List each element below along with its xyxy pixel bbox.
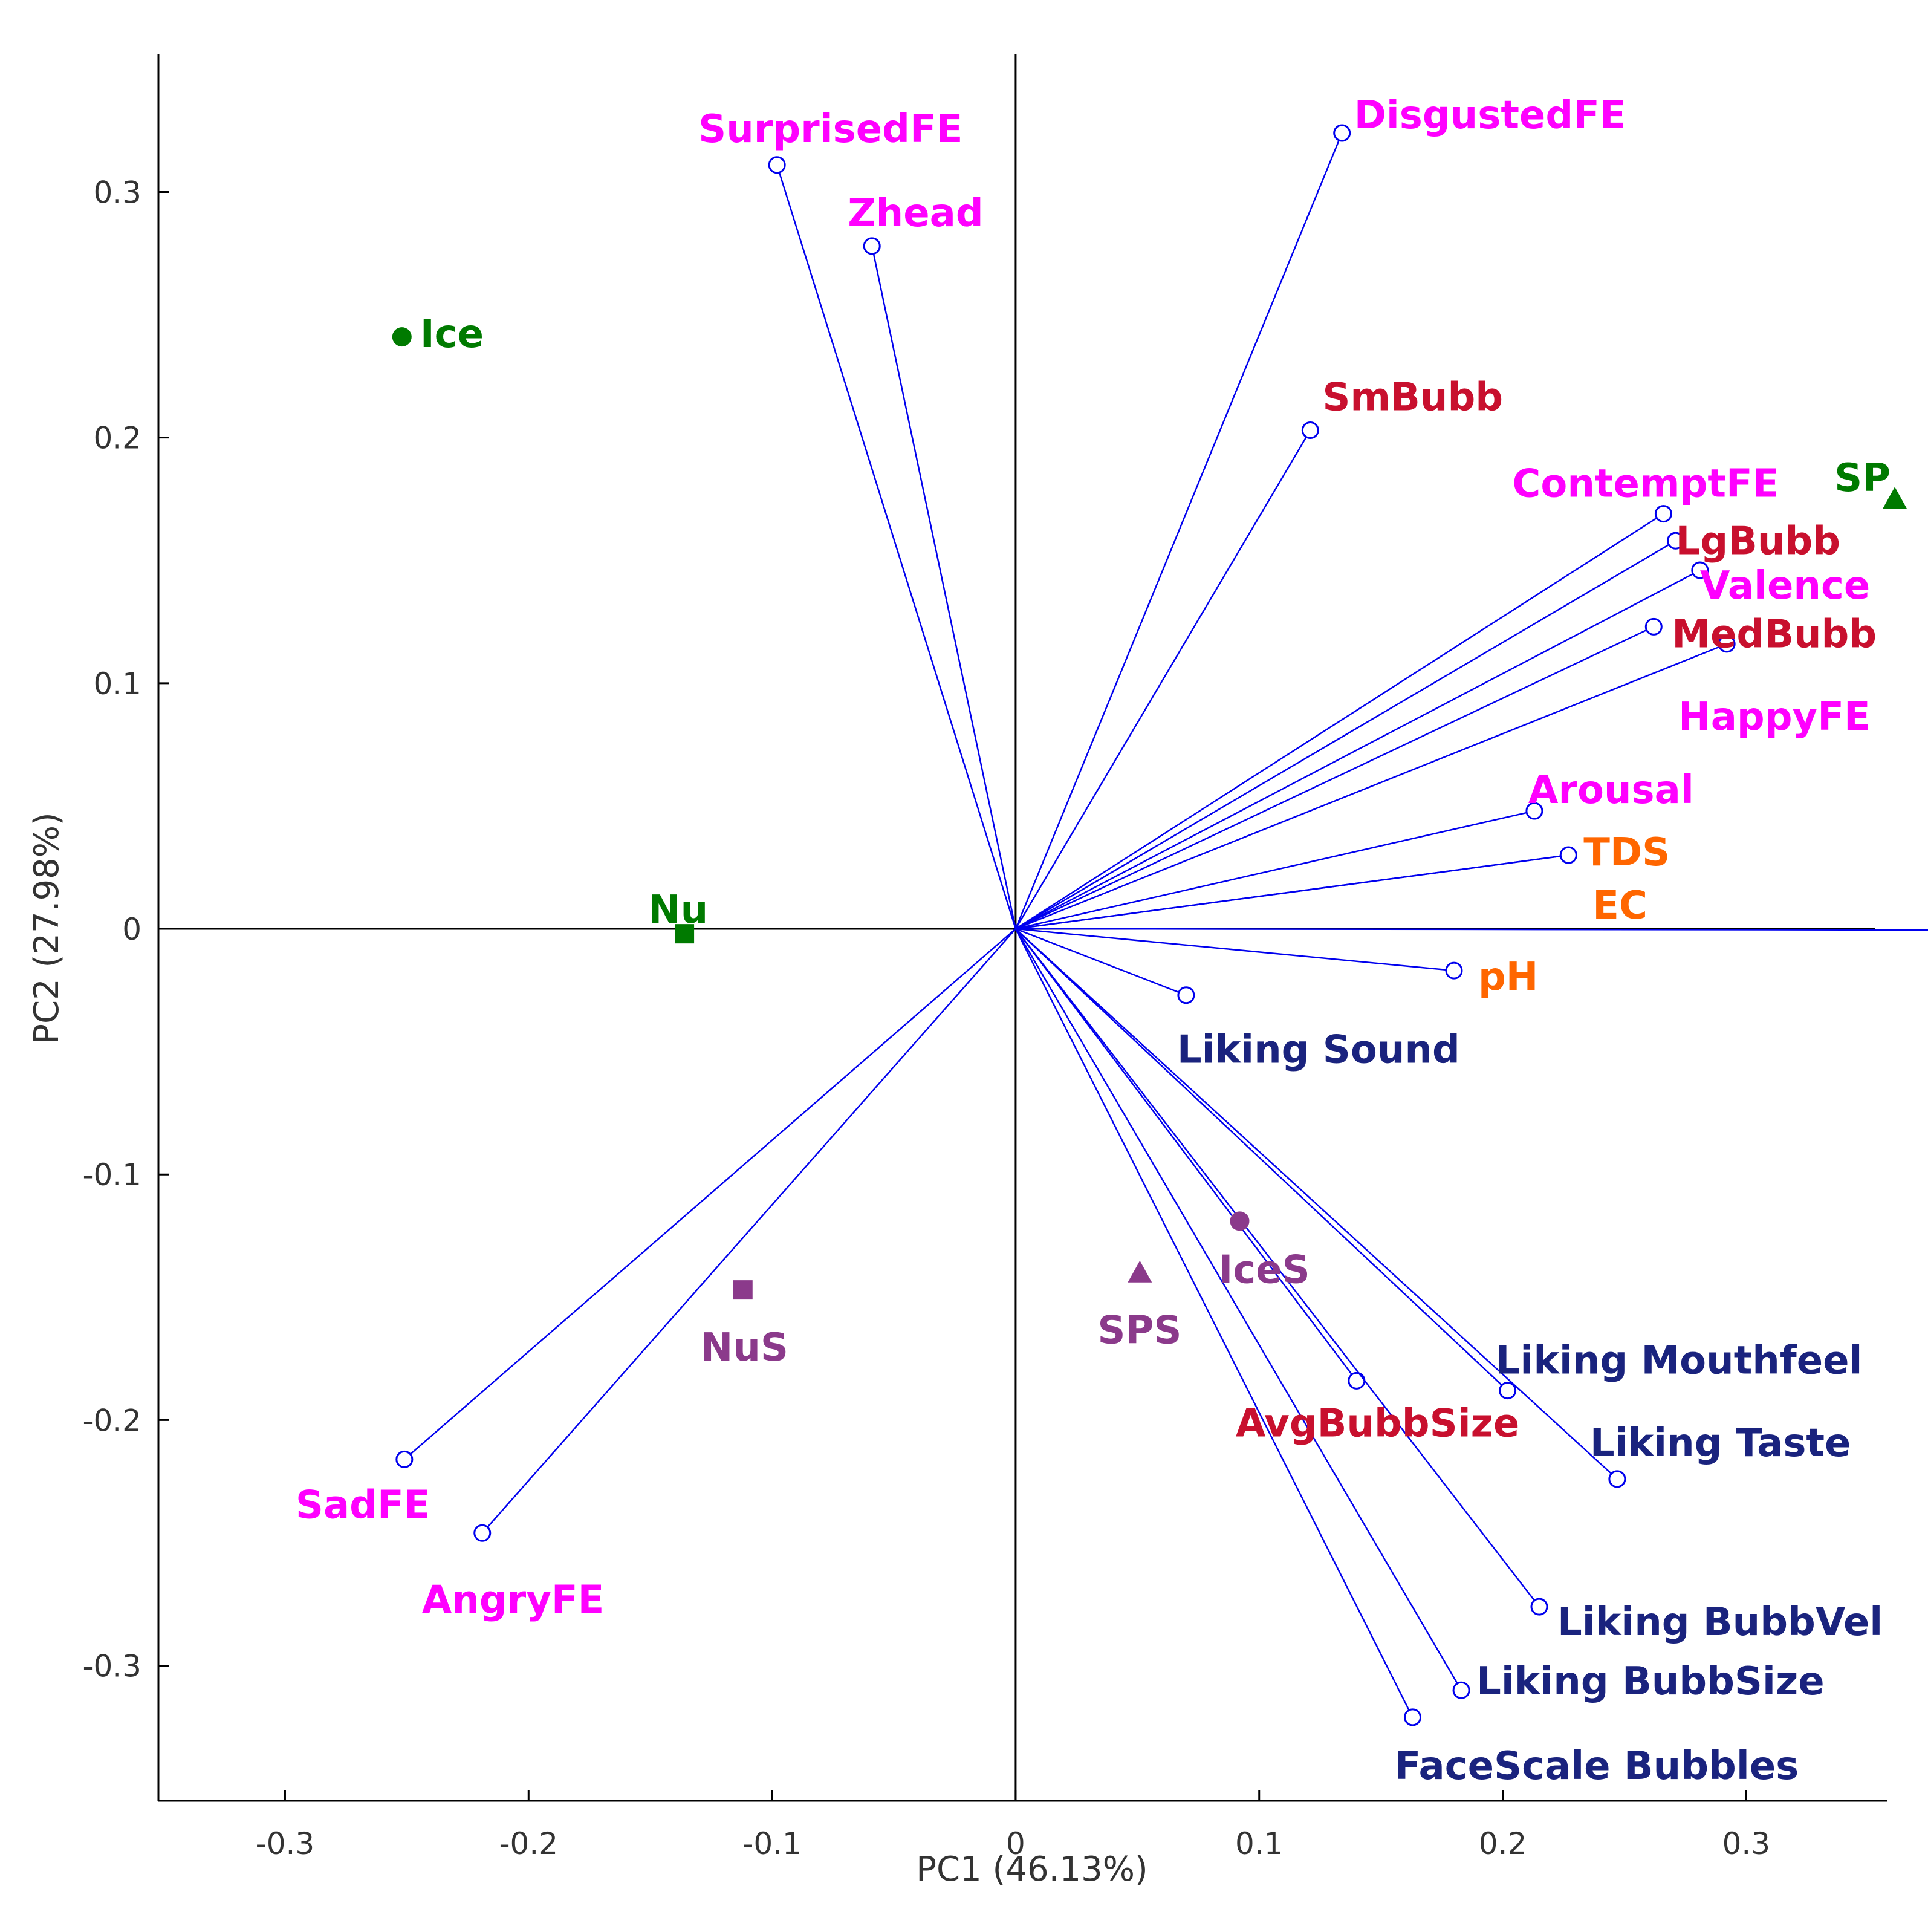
vector-ec xyxy=(1015,854,1569,930)
label-liking-taste: Liking Taste xyxy=(1590,1421,1851,1466)
vector-arousal xyxy=(1015,810,1535,930)
loading-point-ec xyxy=(1559,846,1577,864)
vector-contemptfe xyxy=(1015,513,1664,930)
y-axis-label: PC2 (27.98%) xyxy=(27,812,67,1044)
label-avgbubbsize: AvgBubbSize xyxy=(1236,1401,1519,1446)
loading-point-arousal xyxy=(1525,802,1543,820)
vector-lgbubb xyxy=(1015,540,1676,930)
vector-smbubb xyxy=(1014,429,1311,929)
sample-marker-nu xyxy=(675,924,695,944)
loading-point-contemptfe xyxy=(1654,505,1672,523)
sample-label-sps: SPS xyxy=(1097,1309,1181,1353)
vector-ph xyxy=(1015,928,1455,972)
axes-layer: -0.3 -0.2 -0.1 0 0.1 0.2 0.3 -0.3 -0.2 -0.1 0 0.1 0.… xyxy=(82,54,1887,1861)
label-lgbubb: LgBubb xyxy=(1676,519,1841,564)
label-liking-sound: Liking Sound xyxy=(1177,1028,1460,1073)
label-contemptfe: ContemptFE xyxy=(1512,462,1779,507)
sample-label-nu: Nu xyxy=(648,888,708,932)
label-valence: Valence xyxy=(1700,564,1870,608)
loading-point-valence xyxy=(1691,561,1709,579)
x-tick-label: -0.3 xyxy=(256,1826,315,1861)
y-tick-label: 0.2 xyxy=(93,421,141,456)
loading-point-happyfe xyxy=(1718,635,1736,653)
sample-marker-nus xyxy=(733,1280,753,1300)
label-medbubb: MedBubb xyxy=(1672,612,1877,657)
y-tick-label: -0.2 xyxy=(82,1403,141,1438)
x-tick-label: 0.2 xyxy=(1479,1826,1527,1861)
vector-liking-bubbsize xyxy=(1014,928,1462,1691)
point-labels: SurprisedFE Zhead DisgustedFE SmBubbContemp… xyxy=(296,93,1891,1789)
x-tick-label: 0.1 xyxy=(1235,1826,1284,1861)
sample-marker-sp xyxy=(1883,487,1907,509)
label-smbubb: SmBubb xyxy=(1322,375,1503,420)
loading-point-medbubb xyxy=(1644,617,1663,636)
vector-zhead xyxy=(871,246,1017,929)
loading-point-liking-mouthfeel xyxy=(1499,1382,1517,1400)
loading-point-zhead xyxy=(863,237,881,255)
vector-angryfe xyxy=(481,928,1016,1534)
x-tick-label: -0.2 xyxy=(499,1826,559,1861)
vector-sadfe xyxy=(404,928,1016,1460)
loading-point-angryfe xyxy=(473,1524,492,1542)
loading-point-smbubb xyxy=(1301,421,1319,439)
loading-vectors xyxy=(395,124,1928,1726)
vector-medbubb xyxy=(1015,626,1654,930)
label-happyfe: HappyFE xyxy=(1678,695,1871,740)
label-tds: TDS xyxy=(1583,830,1670,875)
y-tick-label: 0.3 xyxy=(93,175,141,210)
x-tick-label: -0.1 xyxy=(742,1826,802,1861)
loading-point-avgbubbsize xyxy=(1348,1371,1366,1390)
loading-point-ph xyxy=(1445,961,1463,980)
vector-surprisedfe xyxy=(776,164,1017,929)
label-liking-mouthfeel: Liking Mouthfeel xyxy=(1496,1339,1863,1384)
vector-facescale-bubbles xyxy=(1014,928,1414,1718)
y-tick-label: 0.1 xyxy=(93,666,141,701)
label-ec: EC xyxy=(1592,883,1647,928)
x-tick-label: 0.3 xyxy=(1722,1826,1771,1861)
label-ph: pH xyxy=(1478,955,1538,1000)
label-angryfe: AngryFE xyxy=(422,1578,605,1622)
label-facescale-bubbles: FaceScale Bubbles xyxy=(1395,1744,1799,1789)
vector-liking-sound xyxy=(1015,928,1187,996)
vector-avgbubbsize xyxy=(1014,928,1357,1382)
sample-label-sp: SP xyxy=(1834,456,1891,501)
label-zhead: Zhead xyxy=(848,191,983,236)
vector-liking-taste xyxy=(1015,928,1618,1480)
sample-marker-ices xyxy=(1230,1211,1250,1231)
label-disgustedfe: DisgustedFE xyxy=(1354,93,1626,138)
label-liking-bubbvel: Liking BubbVel xyxy=(1557,1600,1883,1645)
loading-point-sadfe xyxy=(395,1450,414,1468)
sample-label-nus: NuS xyxy=(701,1325,788,1370)
label-surprisedfe: SurprisedFE xyxy=(698,107,962,152)
loading-point-lgbubb xyxy=(1667,532,1685,550)
vector-liking-bubbvel xyxy=(1014,928,1540,1607)
y-tick-label: 0 xyxy=(122,912,141,947)
sample-markers xyxy=(392,327,1907,1300)
loading-point-liking-taste xyxy=(1608,1470,1626,1488)
sample-label-ice: Ice xyxy=(420,312,484,357)
label-arousal: Arousal xyxy=(1528,768,1694,813)
y-tick-label: -0.1 xyxy=(82,1157,141,1192)
loading-point-surprisedfe xyxy=(768,156,786,174)
x-tick-label: 0 xyxy=(1006,1826,1025,1861)
vector-overall-liking xyxy=(1015,928,1928,931)
loading-point-liking-sound xyxy=(1177,986,1195,1004)
vector-liking-mouthfeel xyxy=(1015,928,1508,1391)
vector-happyfe xyxy=(1015,643,1727,930)
loading-point-facescale-bubbles xyxy=(1404,1708,1422,1726)
sample-marker-sps xyxy=(1128,1260,1152,1283)
label-sadfe: SadFE xyxy=(296,1483,430,1527)
label-liking-bubbsize: Liking BubbSize xyxy=(1476,1659,1825,1704)
sample-label-ices: IceS xyxy=(1219,1247,1310,1292)
vector-valence xyxy=(1015,569,1701,930)
loading-point-disgustedfe xyxy=(1333,124,1351,142)
sample-marker-ice xyxy=(392,327,412,347)
loading-point-liking-bubbsize xyxy=(1452,1681,1470,1699)
vector-disgustedfe xyxy=(1014,132,1343,929)
x-axis-label: PC1 (46.13%) xyxy=(916,1850,1148,1889)
loading-point-liking-bubbvel xyxy=(1530,1598,1548,1616)
y-tick-label: -0.3 xyxy=(82,1649,141,1684)
